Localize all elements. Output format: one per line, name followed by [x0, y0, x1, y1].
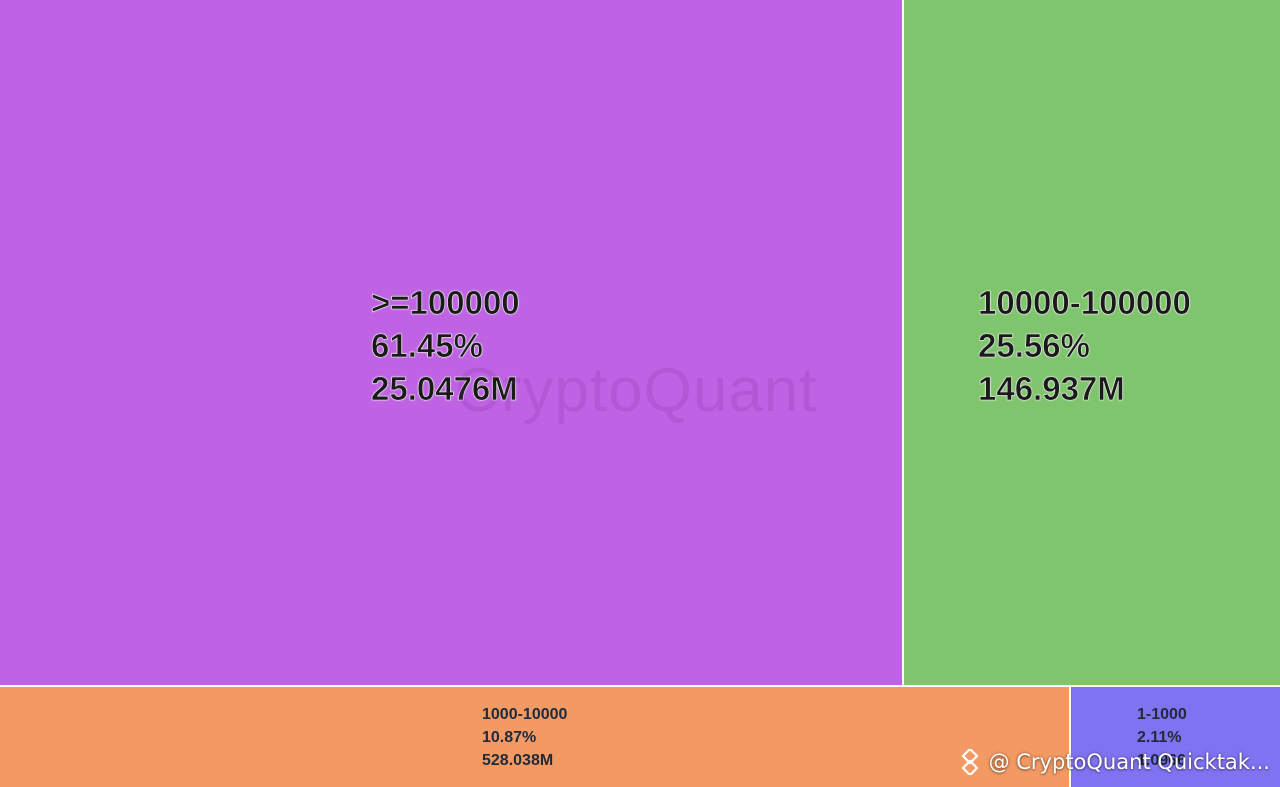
- credit-text: @ CryptoQuant Quicktak...: [988, 750, 1270, 774]
- treemap-tile[interactable]: 1000-10000 10.87% 528.038M: [0, 687, 1069, 787]
- tile-percent-label: 61.45%: [371, 327, 484, 365]
- tile-label: >=100000 61.45% 25.0476M: [371, 281, 520, 410]
- tile-value-label: 25.0476M: [371, 370, 518, 408]
- tile-label: 1000-10000 10.87% 528.038M: [482, 703, 567, 772]
- tile-label: 1-1000 2.11% 1.0966: [1137, 703, 1187, 772]
- tile-category-label: >=100000: [371, 284, 520, 322]
- tile-category-label: 1000-10000: [482, 706, 568, 723]
- tile-category-label: 10000-100000: [978, 284, 1191, 322]
- treemap-tile[interactable]: 10000-100000 25.56% 146.937M: [904, 0, 1280, 685]
- tile-label: 10000-100000 25.56% 146.937M: [978, 281, 1191, 410]
- tile-percent-label: 25.56%: [978, 327, 1091, 365]
- tile-percent-label: 10.87%: [482, 729, 537, 746]
- treemap-tile[interactable]: 1-1000 2.11% 1.0966: [1071, 687, 1280, 787]
- tile-value-label: 146.937M: [978, 370, 1125, 408]
- tile-percent-label: 2.11%: [1137, 729, 1182, 746]
- credit-label[interactable]: @ CryptoQuant Quicktak...: [957, 749, 1270, 775]
- binance-square-icon: [961, 749, 978, 775]
- tile-category-label: 1-1000: [1137, 706, 1187, 723]
- tile-value-label: 1.0966: [1137, 752, 1186, 769]
- treemap-tile[interactable]: >=100000 61.45% 25.0476M: [0, 0, 902, 685]
- tile-value-label: 528.038M: [482, 752, 554, 769]
